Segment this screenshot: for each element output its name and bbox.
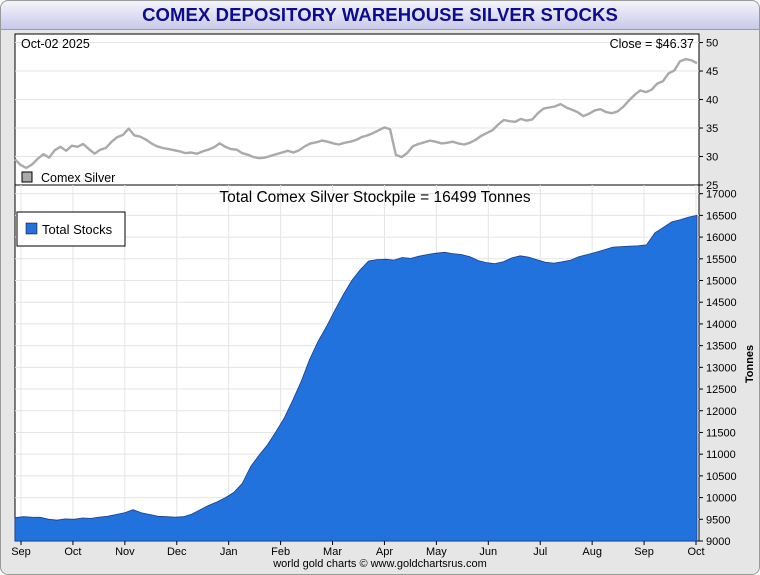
stocks-tick-label: 10500 bbox=[706, 471, 737, 483]
month-tick-label: Oct bbox=[64, 546, 81, 558]
silver-legend-swatch bbox=[21, 171, 33, 183]
stocks-tick-label: 13500 bbox=[706, 341, 737, 353]
month-tick-label: Aug bbox=[582, 546, 602, 558]
stocks-tick-label: 16500 bbox=[706, 210, 737, 222]
silver-price-line bbox=[14, 57, 698, 170]
month-tick-label: Mar bbox=[323, 546, 342, 558]
price-tick-label: 50 bbox=[706, 38, 718, 50]
stocks-tick-label: 9000 bbox=[706, 536, 730, 548]
price-tick-label: 40 bbox=[706, 95, 718, 107]
stocks-tick-label: 17000 bbox=[706, 189, 737, 201]
stocks-tick-label: 14500 bbox=[706, 297, 737, 309]
month-tick-label: Feb bbox=[271, 546, 290, 558]
stocks-tick-label: 15500 bbox=[706, 254, 737, 266]
stocks-tick-label: 9500 bbox=[706, 514, 730, 526]
price-tick-label: 25 bbox=[706, 180, 718, 192]
page-title: COMEX DEPOSITORY WAREHOUSE SILVER STOCKS bbox=[142, 4, 618, 25]
date-label: Oct-02 2025 bbox=[21, 37, 90, 51]
stocks-title: Total Comex Silver Stockpile = 16499 Ton… bbox=[219, 189, 530, 206]
stocks-tick-label: 16000 bbox=[706, 232, 737, 244]
stocks-tick-label: 10000 bbox=[706, 493, 737, 505]
stocks-tick-label: 11500 bbox=[706, 427, 736, 439]
stocks-y-axis: 9000 9500 10000 10500 11000 11500 12000 12500 13… bbox=[699, 189, 737, 548]
month-tick-label: Jul bbox=[533, 546, 547, 558]
close-label: Close = $46.37 bbox=[610, 37, 694, 51]
stocks-tick-label: 15000 bbox=[706, 276, 737, 288]
price-tick-label: 35 bbox=[706, 123, 718, 135]
stocks-tick-label: 12000 bbox=[706, 406, 737, 418]
month-tick-label: Nov bbox=[115, 546, 135, 558]
credit-line: world gold charts © www.goldchartsrus.co… bbox=[273, 558, 487, 570]
month-x-axis: Sep Oct Nov Dec Jan Feb Mar Apr May Jun Jul Aug Sep O… bbox=[11, 541, 705, 558]
price-tick-label: 30 bbox=[706, 152, 718, 164]
month-tick-label: Dec bbox=[167, 546, 187, 558]
stocks-legend-label: Total Stocks bbox=[42, 222, 113, 237]
stocks-tick-label: 13000 bbox=[706, 362, 737, 374]
total-stocks-area bbox=[14, 214, 698, 542]
month-tick-label: Oct bbox=[687, 546, 704, 558]
price-tick-label: 45 bbox=[706, 66, 718, 78]
price-y-axis: 25 30 35 40 45 50 bbox=[699, 38, 718, 192]
month-tick-label: Apr bbox=[376, 546, 393, 558]
price-panel bbox=[14, 33, 700, 186]
title-bar: COMEX DEPOSITORY WAREHOUSE SILVER STOCKS bbox=[1, 1, 759, 30]
stocks-tick-label: 11000 bbox=[706, 449, 736, 461]
y-axis-label: Tonnes bbox=[744, 345, 756, 383]
silver-legend-label: Comex Silver bbox=[41, 171, 115, 185]
stocks-legend-swatch bbox=[25, 222, 38, 235]
stocks-tick-label: 14000 bbox=[706, 319, 737, 331]
month-tick-label: May bbox=[426, 546, 447, 558]
stocks-tick-label: 12500 bbox=[706, 384, 737, 396]
month-tick-label: Jun bbox=[479, 546, 497, 558]
month-tick-label: Sep bbox=[11, 546, 31, 558]
month-tick-label: Sep bbox=[634, 546, 654, 558]
month-tick-label: Jan bbox=[220, 546, 238, 558]
